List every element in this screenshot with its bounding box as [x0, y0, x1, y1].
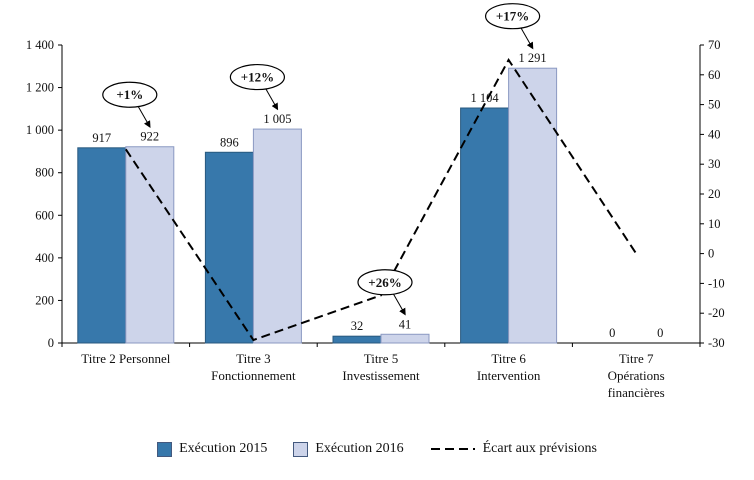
right-axis-tick-label: -20 — [708, 306, 725, 320]
legend-swatch-2016 — [293, 441, 309, 457]
right-axis-tick-label: 30 — [708, 157, 721, 171]
legend-item-execution-2015: Exécution 2015 — [157, 441, 267, 457]
category-label: Titre 6 — [491, 351, 526, 366]
bar-value-label: 0 — [609, 326, 615, 340]
bar-value-label: 1 104 — [471, 91, 500, 105]
right-axis-tick-label: 50 — [708, 98, 721, 112]
left-axis-tick-label: 200 — [35, 293, 54, 307]
legend-label-2016: Exécution 2016 — [315, 441, 404, 456]
right-axis-tick-label: -10 — [708, 276, 725, 290]
bar-value-label: 32 — [351, 319, 364, 333]
left-axis-tick-label: 400 — [35, 251, 54, 265]
legend-label-2015: Exécution 2015 — [179, 441, 268, 456]
annotation-label: +17% — [496, 9, 529, 24]
left-axis-tick-label: 1 000 — [26, 123, 54, 137]
left-axis-tick-label: 1 400 — [26, 38, 54, 52]
category-label: Titre 2 Personnel — [81, 351, 170, 366]
bar-value-label: 0 — [657, 326, 663, 340]
right-axis-tick-label: 70 — [708, 38, 721, 52]
category-label: Intervention — [477, 368, 541, 383]
left-axis-tick-label: 1 200 — [26, 81, 54, 95]
legend-label-ecart: Écart aux prévisions — [482, 441, 597, 456]
legend-item-execution-2016: Exécution 2016 — [293, 441, 404, 457]
right-axis-tick-label: 20 — [708, 187, 721, 201]
annotation-bubble: +26% — [357, 269, 413, 316]
category-label: Investissement — [342, 368, 420, 383]
annotation-label: +1% — [116, 87, 143, 102]
bar-value-label: 896 — [220, 135, 239, 149]
bar — [125, 146, 175, 344]
bar — [204, 151, 254, 344]
bar-value-label: 917 — [92, 131, 111, 145]
bar — [332, 335, 382, 344]
bar-value-label: 1 291 — [519, 51, 547, 65]
category-label: financières — [608, 385, 665, 400]
annotation-bubble: +1% — [102, 81, 158, 128]
bars: 917 922 896 1 005 32 41 1 104 1 291 0 0 — [77, 51, 663, 344]
left-axis-tick-label: 800 — [35, 166, 54, 180]
category-label: Titre 5 — [364, 351, 399, 366]
right-axis-tick-label: 0 — [708, 247, 714, 261]
right-axis-tick-label: 10 — [708, 217, 721, 231]
bar — [77, 147, 127, 344]
bar-value-label: 41 — [399, 317, 412, 331]
category-label: Opérations — [608, 368, 665, 383]
right-axis-tick-label: 60 — [708, 68, 721, 82]
left-axis-tick-label: 600 — [35, 208, 54, 222]
annotation-label: +26% — [368, 275, 401, 290]
right-axis-tick-label: 40 — [708, 127, 721, 141]
category-label: Titre 3 — [236, 351, 271, 366]
annotation-bubble: +12% — [229, 63, 285, 111]
line-ecart-aux-previsions — [124, 57, 638, 342]
bar — [460, 107, 510, 344]
annotation-bubble: +17% — [484, 3, 541, 50]
left-axis-tick-label: 0 — [48, 336, 54, 350]
bar — [508, 67, 558, 344]
bar-value-label: 922 — [140, 130, 159, 144]
legend-swatch-2015 — [157, 441, 173, 457]
legend-dash-sample-icon — [430, 448, 475, 450]
right-axis-tick-label: -30 — [708, 336, 725, 350]
legend: Exécution 2015 Exécution 2016 Écart aux … — [0, 441, 754, 457]
legend-item-ecart: Écart aux prévisions — [430, 441, 597, 457]
bar — [380, 333, 430, 344]
bar-value-label: 1 005 — [263, 112, 291, 126]
category-label: Fonctionnement — [211, 368, 296, 383]
category-labels: Titre 2 Personnel Titre 3 Fonctionnement Ti… — [81, 351, 664, 400]
category-label: Titre 7 — [619, 351, 654, 366]
bar — [252, 128, 302, 344]
annotation-label: +12% — [241, 70, 274, 85]
